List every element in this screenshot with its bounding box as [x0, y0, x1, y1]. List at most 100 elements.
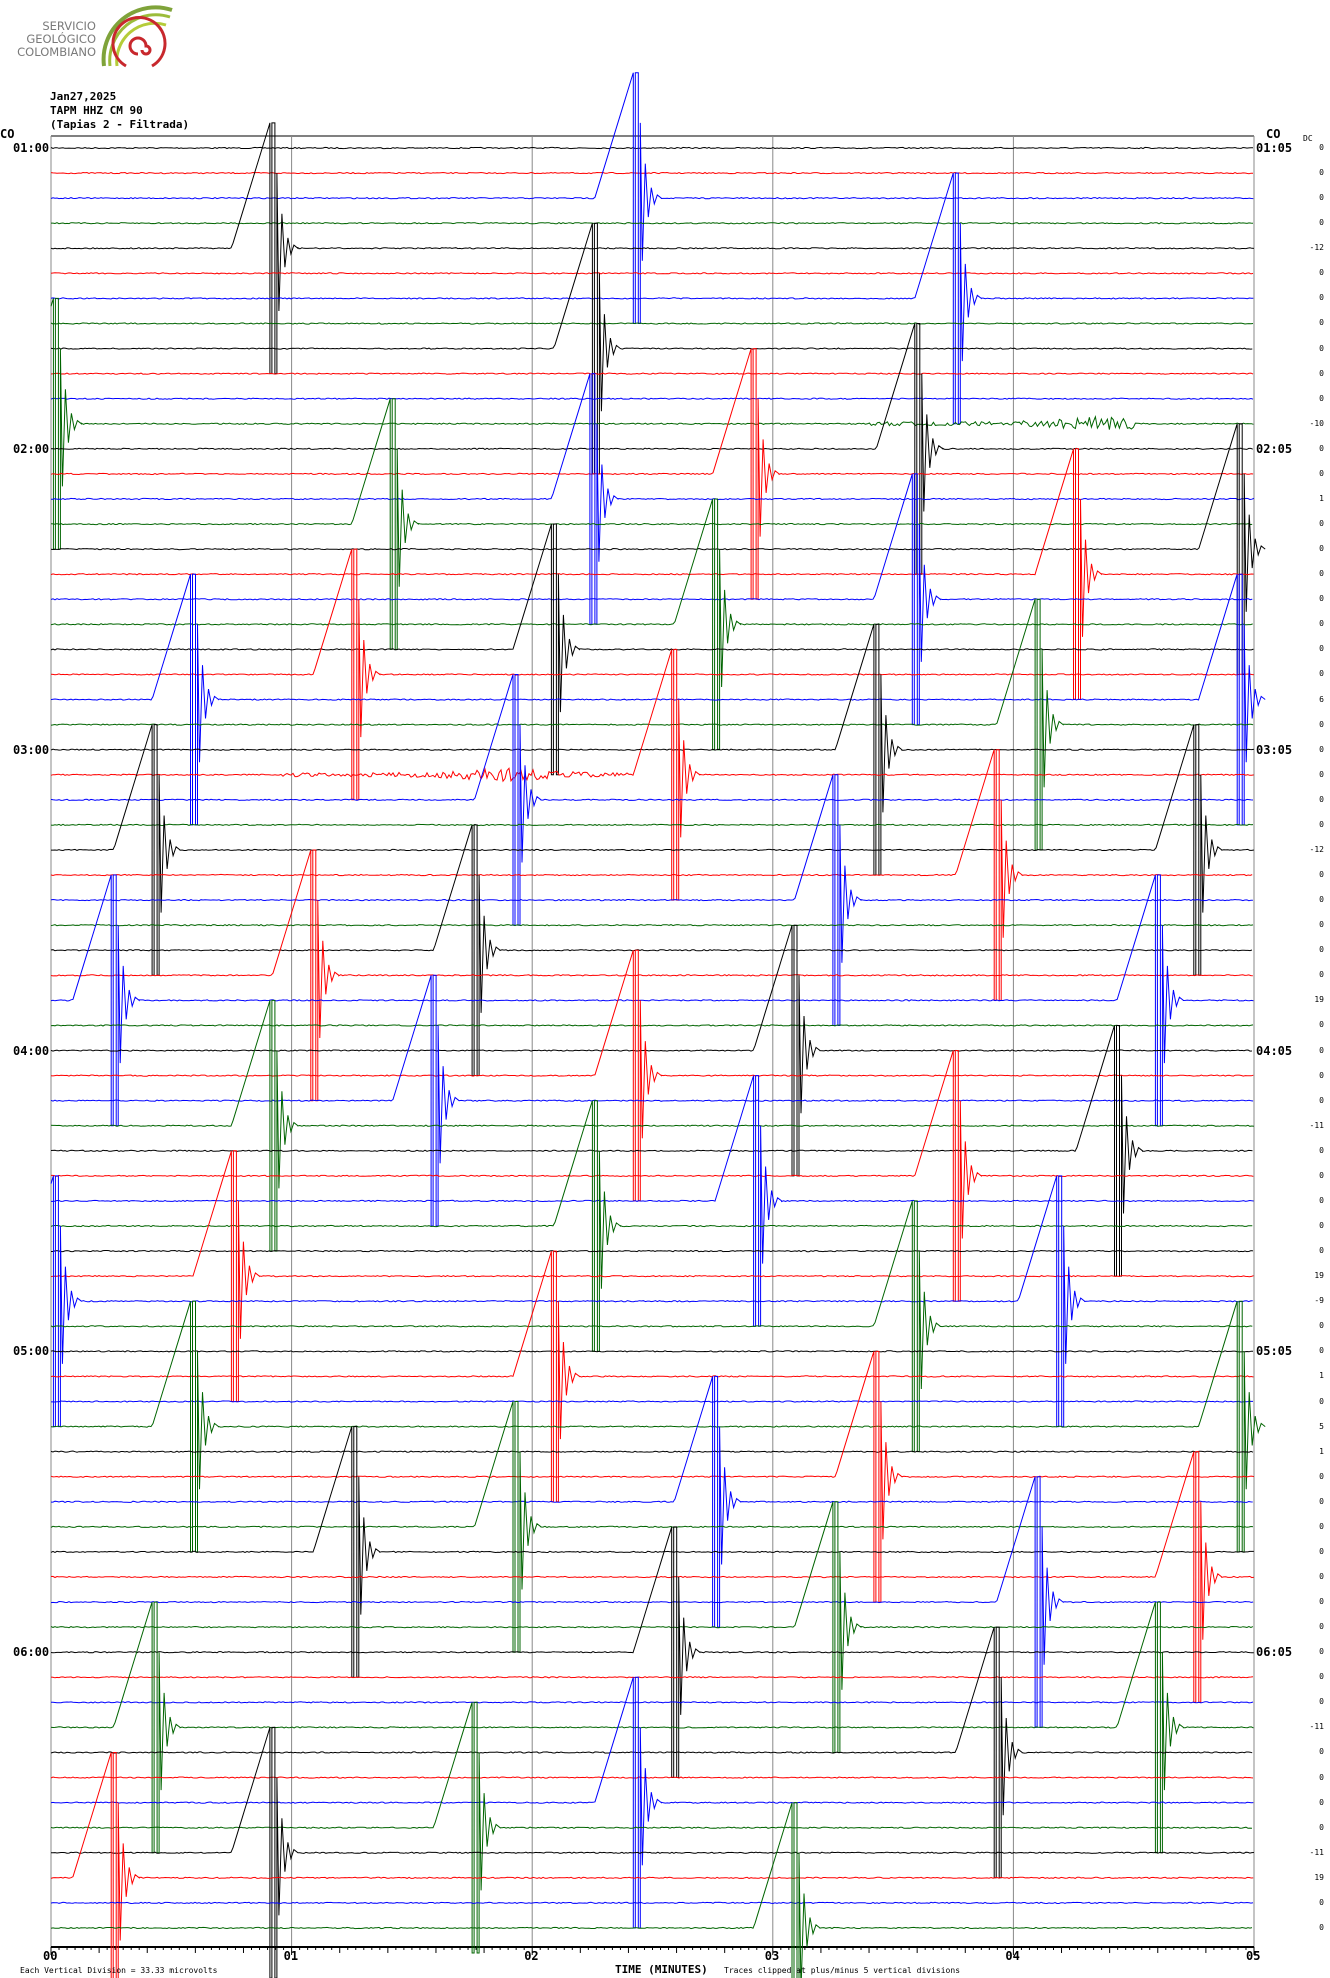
seismic-trace	[51, 1050, 1254, 1302]
x-axis-title: TIME (MINUTES)	[615, 1963, 708, 1976]
seismic-trace	[50, 823, 1254, 827]
seismic-trace	[50, 598, 1254, 851]
left-time-label: 01:00	[13, 141, 50, 155]
dc-offset-label: 19	[1314, 995, 1324, 1005]
right-time-label: 06:05	[1256, 1645, 1293, 1660]
dc-offset-label: 0	[1319, 920, 1324, 930]
station-name-label: (Tapias 2 - Filtrada)	[50, 118, 190, 131]
left-network-label: CO	[0, 127, 15, 141]
dc-offset-label: 0	[1319, 1145, 1324, 1155]
seismic-trace	[51, 1400, 1253, 1403]
seismic-trace	[50, 171, 1253, 175]
seismic-trace	[50, 1175, 1253, 1428]
seismic-trace	[50, 674, 1254, 926]
seismic-trace	[50, 924, 1254, 927]
logo-text: SERVICIO	[42, 19, 96, 33]
dc-offset-label: 0	[1319, 1571, 1324, 1581]
seismic-trace	[50, 172, 1254, 425]
seismic-trace	[50, 749, 1253, 1001]
dc-offset-label: 0	[1319, 143, 1324, 152]
dc-offset-label: 0	[1319, 594, 1324, 604]
seismic-trace	[50, 999, 1254, 1252]
left-time-label: 02:00	[13, 441, 50, 456]
dc-offset-label: 0	[1319, 318, 1324, 328]
seismic-trace	[51, 1726, 1254, 1978]
dc-offset-label: 0	[1319, 644, 1324, 654]
right-time-label: 03:05	[1256, 742, 1293, 757]
logo: SERVICIO GEOLÓGICO COLOMBIANO	[6, 4, 176, 72]
dc-offset-label: 0	[1319, 970, 1324, 980]
seismic-trace	[50, 1350, 1254, 1353]
dc-offset-label: 0	[1319, 895, 1324, 905]
dc-offset-label: -11	[1309, 1847, 1324, 1857]
x-tick-label: 04	[1005, 1948, 1020, 1963]
dc-offset-label: 0	[1319, 1822, 1324, 1832]
seismic-trace	[50, 1450, 1254, 1453]
dc-offset-label: 0	[1319, 1546, 1324, 1556]
seismic-trace	[51, 1075, 1254, 1327]
x-tick-label: 02	[524, 1948, 539, 1963]
dc-offset-label: 6	[1319, 694, 1324, 704]
dc-offset-label: 0	[1319, 468, 1324, 478]
date-label: Jan27,2025	[50, 90, 117, 103]
seismic-trace	[50, 1100, 1253, 1352]
dc-offset-label: 0	[1319, 544, 1324, 554]
right-network-label: CO	[1266, 127, 1281, 141]
dc-offset-label: 0	[1319, 218, 1324, 228]
dc-offset-label: 0	[1319, 569, 1324, 579]
logo-spiral-icon	[101, 5, 173, 68]
dc-offset-label: 0	[1319, 293, 1324, 303]
seismic-trace	[50, 548, 1254, 801]
right-time-label: 01:05	[1256, 141, 1293, 155]
x-tick-label: 00	[43, 1948, 58, 1963]
dc-offset-label: -10	[1309, 418, 1324, 428]
seismic-trace	[50, 949, 1254, 1202]
dc-offset-label: 0	[1319, 1647, 1324, 1657]
right-time-label: 05:05	[1256, 1344, 1293, 1359]
seismic-trace	[50, 573, 1266, 826]
dc-offset-label: 0	[1319, 368, 1324, 378]
dc-offset-label: 0	[1319, 1045, 1324, 1055]
dc-offset-label: 0	[1319, 1496, 1324, 1506]
seismic-trace	[51, 1249, 1254, 1253]
seismic-trace	[50, 1150, 1254, 1402]
left-time-label: 05:00	[13, 1344, 50, 1359]
dc-offset-label: -11	[1309, 1722, 1324, 1732]
seismic-trace	[50, 1024, 1254, 1027]
scale-note: Each Vertical Division = 33.33 microvolt…	[20, 1966, 218, 1975]
logo-text: GEOLÓGICO	[26, 32, 96, 46]
dc-offset-label: 0	[1319, 1321, 1324, 1331]
dc-offset-label: 0	[1319, 168, 1324, 178]
seismic-trace	[50, 498, 1253, 751]
dc-offset-label: 0	[1319, 1797, 1324, 1807]
dc-offset-label: 0	[1319, 1195, 1324, 1205]
dc-offset-label: 0	[1319, 719, 1324, 729]
seismic-trace	[50, 1676, 1254, 1929]
seismic-trace	[50, 1626, 1253, 1879]
dc-offset-label: -12	[1309, 243, 1324, 253]
dc-offset-label: 0	[1319, 1095, 1324, 1105]
dc-offset-label: 0	[1319, 744, 1324, 754]
seismic-trace	[50, 322, 1254, 325]
right-time-label: 02:05	[1256, 441, 1293, 456]
station-label: TAPM HHZ CM 90	[50, 104, 143, 117]
dc-offset-label: 0	[1319, 393, 1324, 403]
seismic-trace	[50, 272, 1254, 275]
dc-offset-label: 0	[1319, 669, 1324, 679]
seismic-trace	[50, 523, 1254, 776]
seismic-trace	[50, 473, 1253, 726]
dc-offset-label: 0	[1319, 769, 1324, 779]
dc-offset-label: 0	[1319, 794, 1324, 804]
dc-offset-label: 0	[1319, 1897, 1324, 1907]
dc-offset-label: 0	[1319, 1221, 1324, 1230]
seismic-trace	[50, 146, 1254, 150]
dc-offset-label: 0	[1319, 1346, 1324, 1356]
x-tick-label: 05	[1246, 1948, 1261, 1963]
dc-offset-label: 19	[1314, 1872, 1324, 1882]
seismic-trace	[50, 72, 1254, 324]
dc-offset-label: 0	[1319, 1747, 1324, 1757]
dc-offset-label: 0	[1319, 193, 1324, 203]
seismic-trace	[50, 824, 1253, 1077]
dc-offset-label: -9	[1314, 1296, 1324, 1306]
